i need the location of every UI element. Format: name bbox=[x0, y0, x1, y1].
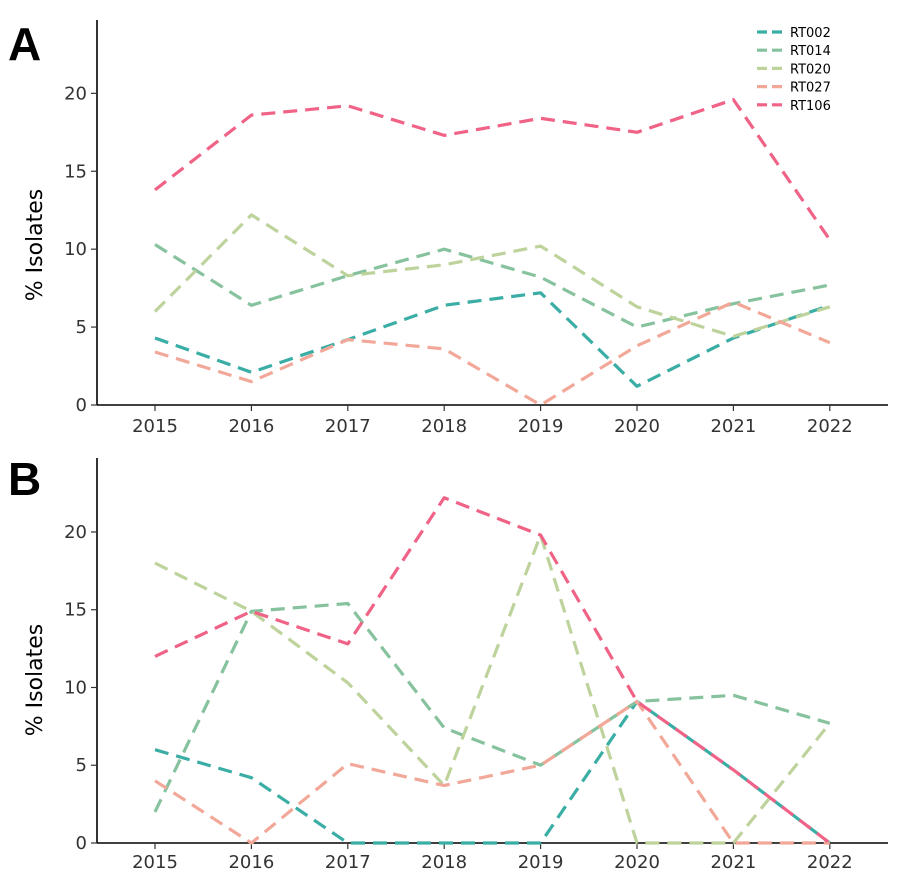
x-tick-label: 2020 bbox=[614, 852, 660, 873]
x-tick-label: 2019 bbox=[518, 416, 564, 437]
y-tick-label: 10 bbox=[64, 677, 87, 698]
x-tick-label: 2015 bbox=[132, 852, 178, 873]
series-line-rt106 bbox=[154, 496, 831, 845]
series-line-rt027 bbox=[154, 699, 830, 845]
x-tick-label: 2020 bbox=[614, 416, 660, 437]
y-axis-title: % Isolates bbox=[23, 189, 48, 302]
y-tick-label: 15 bbox=[64, 161, 87, 182]
x-tick-label: 2018 bbox=[421, 416, 467, 437]
x-tick-label: 2017 bbox=[325, 852, 371, 873]
x-tick-label: 2018 bbox=[421, 852, 467, 873]
legend: RT002 RT014 RT020 RT027 RT106 bbox=[757, 26, 831, 114]
y-tick-label: 5 bbox=[76, 755, 87, 776]
legend-label-rt106: RT106 bbox=[790, 99, 831, 114]
x-tick-label: 2021 bbox=[710, 852, 756, 873]
series-line-rt002 bbox=[154, 291, 831, 388]
legend-label-rt020: RT020 bbox=[790, 62, 831, 77]
x-tick-label: 2016 bbox=[228, 416, 274, 437]
panel-letter-a: A bbox=[8, 18, 41, 70]
x-tick-label: 2015 bbox=[132, 416, 178, 437]
x-tick-label: 2016 bbox=[228, 852, 274, 873]
series-line-rt014 bbox=[154, 243, 831, 329]
legend-label-rt014: RT014 bbox=[790, 44, 831, 59]
series-line-rt002 bbox=[154, 699, 831, 845]
x-tick-label: 2022 bbox=[807, 852, 853, 873]
legend-label-rt027: RT027 bbox=[790, 81, 831, 96]
x-tick-label: 2022 bbox=[807, 416, 853, 437]
y-tick-label: 20 bbox=[64, 522, 87, 543]
x-tick-label: 2017 bbox=[325, 416, 371, 437]
y-tick-label: 10 bbox=[64, 239, 87, 260]
x-tick-label: 2019 bbox=[518, 852, 564, 873]
series-line-rt020 bbox=[153, 213, 831, 338]
panel-letter-b: B bbox=[8, 453, 41, 505]
y-tick-label: 20 bbox=[64, 83, 87, 104]
y-tick-label: 0 bbox=[76, 833, 87, 854]
y-axis-title: % Isolates bbox=[23, 624, 48, 737]
y-tick-label: 0 bbox=[76, 395, 87, 416]
x-tick-label: 2021 bbox=[710, 416, 756, 437]
y-tick-label: 5 bbox=[76, 317, 87, 338]
series-line-rt014 bbox=[153, 601, 831, 813]
legend-label-rt002: RT002 bbox=[790, 26, 831, 41]
y-tick-label: 15 bbox=[64, 600, 87, 621]
series-line-rt020 bbox=[154, 533, 832, 845]
series-line-rt027 bbox=[154, 300, 831, 407]
panel-b-chart: 0 5 10 15 20 2015 2016 2017 2018 2019 2020 2021 2022… bbox=[23, 458, 888, 873]
panel-a-chart: 0 5 10 15 20 2015 2016 2017 2018 2019 2020 2021 2022… bbox=[23, 20, 888, 437]
series-line-rt106 bbox=[154, 97, 832, 241]
